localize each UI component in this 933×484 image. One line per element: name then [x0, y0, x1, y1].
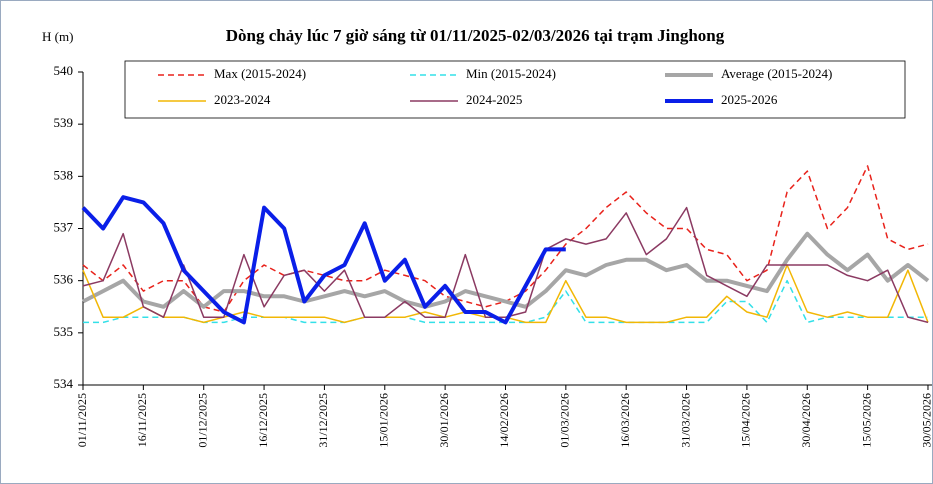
x-tick-label: 15/01/2026 — [377, 393, 391, 448]
legend-label: 2023-2024 — [214, 92, 271, 107]
series-line — [82, 206, 929, 324]
x-tick-label: 16/03/2026 — [618, 393, 632, 448]
series-line — [81, 195, 566, 325]
series-line — [83, 279, 928, 324]
legend-label: Min (2015-2024) — [466, 66, 556, 81]
chart-title: Dòng chảy lúc 7 giờ sáng từ 01/11/2025-0… — [226, 26, 725, 45]
x-tick-label: 16/11/2025 — [135, 393, 149, 447]
x-tick-label: 01/12/2025 — [195, 393, 209, 448]
x-tick-label: 15/05/2026 — [859, 393, 873, 448]
y-tick-label: 534 — [54, 376, 74, 391]
series-line — [82, 231, 930, 309]
x-tick-label: 01/03/2026 — [558, 393, 572, 448]
y-tick-label: 538 — [54, 167, 74, 182]
x-tick-label: 16/12/2025 — [256, 393, 270, 448]
legend-label: Max (2015-2024) — [214, 66, 306, 81]
x-tick-label: 14/02/2026 — [497, 393, 511, 448]
legend-label: 2024-2025 — [466, 92, 522, 107]
y-tick-label: 535 — [54, 324, 74, 339]
legend-label: Average (2015-2024) — [721, 66, 832, 81]
y-tick-label: 540 — [54, 63, 74, 78]
y-tick-label: 539 — [54, 115, 74, 130]
x-tick-label: 15/04/2026 — [739, 393, 753, 448]
x-tick-label: 31/12/2025 — [316, 393, 330, 448]
x-tick-label: 01/11/2025 — [75, 393, 89, 447]
x-tick-label: 30/01/2026 — [437, 393, 451, 448]
y-tick-label: 537 — [54, 219, 74, 234]
x-tick-label: 30/04/2026 — [799, 393, 813, 448]
legend-label: 2025-2026 — [721, 92, 778, 107]
x-tick-label: 30/05/2026 — [920, 393, 933, 448]
legend-box — [124, 60, 906, 119]
y-tick-label: 536 — [54, 272, 74, 287]
x-tick-label: 31/03/2026 — [678, 393, 692, 448]
y-axis-label: H (m) — [42, 29, 73, 44]
